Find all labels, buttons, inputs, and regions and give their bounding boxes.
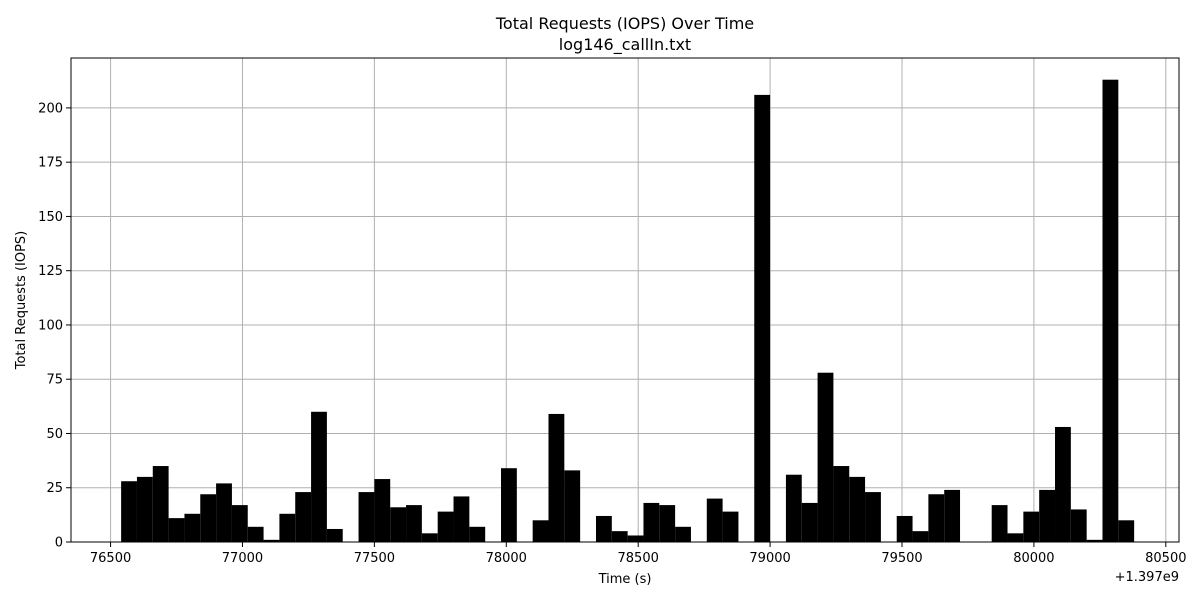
bars-group <box>121 79 1135 543</box>
histogram-bar <box>295 492 312 542</box>
histogram-bar <box>200 494 217 542</box>
histogram-bar <box>643 502 660 542</box>
histogram-bar <box>247 526 264 542</box>
histogram-bar <box>168 518 185 542</box>
y-tick-label: 175 <box>38 156 63 171</box>
histogram-bar <box>453 496 470 542</box>
histogram-bar <box>421 533 438 542</box>
x-tick-label: 79500 <box>881 551 922 566</box>
x-axis-label: Time (s) <box>598 572 652 587</box>
histogram-bar <box>627 535 644 542</box>
histogram-bar <box>1039 489 1056 542</box>
histogram-bar <box>501 468 517 542</box>
y-tick-label: 200 <box>38 101 63 116</box>
histogram-bar <box>817 372 834 542</box>
histogram-bar <box>326 528 343 542</box>
histogram-bar <box>311 411 327 542</box>
histogram-bar <box>263 539 280 542</box>
histogram-bar <box>1007 533 1024 542</box>
x-tick-label: 80000 <box>1013 551 1054 566</box>
histogram-bar <box>121 481 137 542</box>
histogram-bar <box>1055 426 1071 542</box>
histogram-bar <box>675 526 691 542</box>
y-tick-label: 0 <box>55 536 63 551</box>
histogram-bar <box>833 466 850 542</box>
y-axis-label: Total Requests (IOPS) <box>14 231 29 371</box>
x-tick-label: 76500 <box>90 551 131 566</box>
histogram-bar <box>944 489 961 542</box>
histogram-bar <box>548 413 565 542</box>
histogram-bar <box>231 505 248 542</box>
histogram-bar <box>1086 539 1103 542</box>
histogram-bar <box>406 505 422 542</box>
y-tick-label: 75 <box>46 373 63 388</box>
histogram-bar <box>754 94 771 543</box>
plot-frame <box>70 57 1180 543</box>
histogram-bar <box>991 505 1008 542</box>
chart-subtitle: log146_callIn.txt <box>559 35 691 55</box>
histogram-bar <box>785 474 802 542</box>
histogram-bar <box>532 520 549 542</box>
histogram-bar <box>706 498 723 542</box>
y-axis-ticks: 0 25 50 75 100 125 150 175 200 <box>38 101 71 551</box>
histogram-bar <box>437 511 454 542</box>
histogram-bar <box>1070 509 1087 542</box>
histogram-bar <box>595 515 612 542</box>
histogram-bar <box>801 502 818 542</box>
x-tick-label: 79000 <box>749 551 790 566</box>
x-tick-label: 78000 <box>486 551 527 566</box>
y-tick-label: 50 <box>46 427 63 442</box>
histogram-bar <box>216 483 232 542</box>
histogram-bar <box>912 531 929 542</box>
y-tick-label: 150 <box>38 210 63 225</box>
x-tick-label: 78500 <box>618 551 659 566</box>
x-tick-label: 77000 <box>222 551 263 566</box>
x-axis-offset-label: +1.397e9 <box>1115 570 1179 585</box>
histogram-bar <box>896 515 913 542</box>
histogram-bar <box>659 505 676 542</box>
histogram-bar <box>358 492 375 542</box>
histogram-bar <box>184 513 201 542</box>
x-tick-label: 77500 <box>354 551 395 566</box>
chart-title: Total Requests (IOPS) Over Time <box>495 14 754 33</box>
grid-lines <box>71 58 1179 543</box>
histogram-bar <box>722 511 739 542</box>
y-tick-label: 25 <box>46 481 63 496</box>
histogram-bar <box>374 479 391 542</box>
histogram-bar <box>564 470 581 542</box>
histogram-bar <box>928 494 945 542</box>
histogram-bar <box>279 513 296 542</box>
x-axis-ticks: 76500 77000 77500 78000 78500 79000 79500 80000… <box>90 542 1186 566</box>
x-tick-label: 80500 <box>1145 551 1186 566</box>
histogram-bar <box>849 476 866 542</box>
histogram-bar <box>469 526 486 542</box>
histogram-bar <box>152 466 169 542</box>
histogram-bar <box>611 531 628 542</box>
histogram-bar <box>1102 79 1119 542</box>
histogram-bar <box>865 492 881 542</box>
y-tick-label: 125 <box>38 264 63 279</box>
histogram-bar <box>1118 520 1135 542</box>
y-tick-label: 100 <box>38 318 63 333</box>
histogram-bar <box>390 507 407 542</box>
histogram-bar <box>1023 511 1040 542</box>
histogram-bar <box>136 476 153 542</box>
